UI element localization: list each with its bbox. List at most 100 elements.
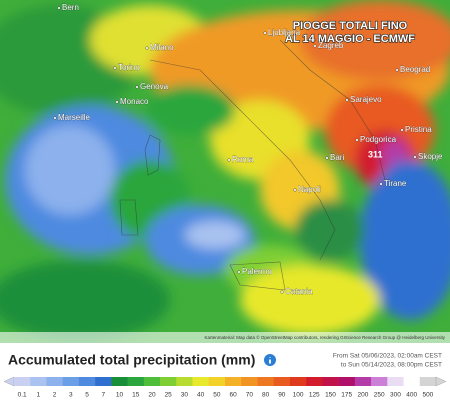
place-dot xyxy=(237,270,241,274)
place-dot xyxy=(135,85,139,89)
place-dot xyxy=(293,188,297,192)
max-value: 311 xyxy=(368,149,383,159)
scale-label: 3 xyxy=(69,392,73,399)
color-swatch xyxy=(419,377,437,386)
color-swatch xyxy=(371,377,388,386)
place-label: Torino xyxy=(118,63,140,72)
color-swatch xyxy=(30,377,47,386)
scale-label: 50 xyxy=(213,392,221,399)
scale-label: 300 xyxy=(390,392,401,399)
scale-label: 40 xyxy=(197,392,205,399)
place-dot xyxy=(379,182,383,186)
place-dot xyxy=(53,116,57,120)
place-dot xyxy=(413,155,417,159)
place-dot xyxy=(400,128,404,132)
place-dot xyxy=(325,156,329,160)
scale-label: 30 xyxy=(181,392,189,399)
color-swatch xyxy=(95,377,112,386)
scale-label: 200 xyxy=(358,392,369,399)
title-line: AL 14 MAGGIO - ECMWF xyxy=(285,33,415,45)
scale-label: 20 xyxy=(148,392,156,399)
color-swatch xyxy=(225,377,242,386)
place-label: Zagreb xyxy=(318,41,344,50)
scale-label: 250 xyxy=(374,392,385,399)
scale-label: 80 xyxy=(262,392,270,399)
color-swatch xyxy=(14,377,31,386)
scale-label: 70 xyxy=(246,392,254,399)
place-dot xyxy=(263,31,267,35)
color-swatch xyxy=(354,377,372,386)
place-dot xyxy=(57,6,61,10)
attribution-bg xyxy=(0,332,450,343)
color-swatch xyxy=(322,377,339,386)
color-swatch xyxy=(160,377,177,386)
color-swatch xyxy=(208,377,226,386)
scale-label: 1 xyxy=(37,392,41,399)
scale-label: 125 xyxy=(309,392,320,399)
place-dot xyxy=(145,46,149,50)
place-label: Catania xyxy=(285,287,313,296)
scale-label: 500 xyxy=(422,392,433,399)
scale-label: 15 xyxy=(132,392,140,399)
color-swatch xyxy=(111,377,128,386)
place-dot xyxy=(313,44,317,48)
place-label: Bari xyxy=(330,153,344,162)
scale-label: 10 xyxy=(116,392,124,399)
place-labels: Bern Milano Torino Genova Monaco Marseille Lju… xyxy=(53,3,443,296)
place-dot xyxy=(345,98,349,102)
place-label: Roma xyxy=(232,155,254,164)
place-label: Ljubljana xyxy=(268,28,301,37)
scale-label: 0.1 xyxy=(18,392,27,399)
place-label: Tirane xyxy=(384,179,407,188)
place-label: Marseille xyxy=(58,113,91,122)
color-swatch xyxy=(273,377,291,386)
scale-label: 2 xyxy=(53,392,57,399)
place-dot xyxy=(115,100,119,104)
color-swatch xyxy=(241,377,258,386)
precip-map xyxy=(0,0,450,343)
scale-label: 100 xyxy=(293,392,304,399)
scale-label: 7 xyxy=(101,392,105,399)
scale-label: 400 xyxy=(406,392,417,399)
place-dot xyxy=(113,66,117,70)
place-dot xyxy=(395,68,399,72)
scale-label: 5 xyxy=(85,392,89,399)
color-swatch xyxy=(192,377,210,386)
scale-label: 60 xyxy=(229,392,237,399)
scale-label: 175 xyxy=(341,392,352,399)
scale-label: 150 xyxy=(325,392,336,399)
color-swatch xyxy=(176,377,193,386)
arrow-right xyxy=(435,376,447,387)
period-from: From Sat 05/06/2023, 02:00am CEST xyxy=(333,353,442,360)
place-dot xyxy=(355,138,359,142)
scale-label: 90 xyxy=(278,392,286,399)
color-swatch xyxy=(46,377,63,386)
period-to: to Sun 05/14/2023, 08:00pm CEST xyxy=(341,362,442,369)
place-label: Podgorica xyxy=(360,135,397,144)
place-dot xyxy=(280,290,284,294)
place-label: Napoli xyxy=(298,185,321,194)
color-swatch xyxy=(289,377,307,386)
legend-title: Accumulated total precipitation (mm) xyxy=(8,352,255,368)
place-label: Milano xyxy=(150,43,174,52)
place-label: Beograd xyxy=(400,65,430,74)
place-dot xyxy=(227,158,231,162)
scale-label: 25 xyxy=(165,392,173,399)
color-swatch xyxy=(306,377,323,386)
color-swatch xyxy=(257,377,274,386)
color-swatch xyxy=(78,377,96,386)
arrow-left xyxy=(3,376,15,387)
place-label: Pristina xyxy=(405,125,432,134)
attribution: Kartenmaterial: Map data © OpenStreetMap… xyxy=(205,334,446,340)
place-label: Palermo xyxy=(242,267,272,276)
place-label: Sarajevo xyxy=(350,95,382,104)
color-swatch xyxy=(127,377,145,386)
place-label: Skopje xyxy=(418,152,443,161)
color-swatch xyxy=(338,377,356,386)
legend-scale: 0.1 1 2 3 5 7 10 15 20 25 30 40 50 60 70 80 90 100 125 150 1… xyxy=(3,376,447,399)
title-line: PIOGGE TOTALI FINO xyxy=(293,20,408,32)
place-label: Monaco xyxy=(120,97,149,106)
color-swatch xyxy=(62,377,80,386)
